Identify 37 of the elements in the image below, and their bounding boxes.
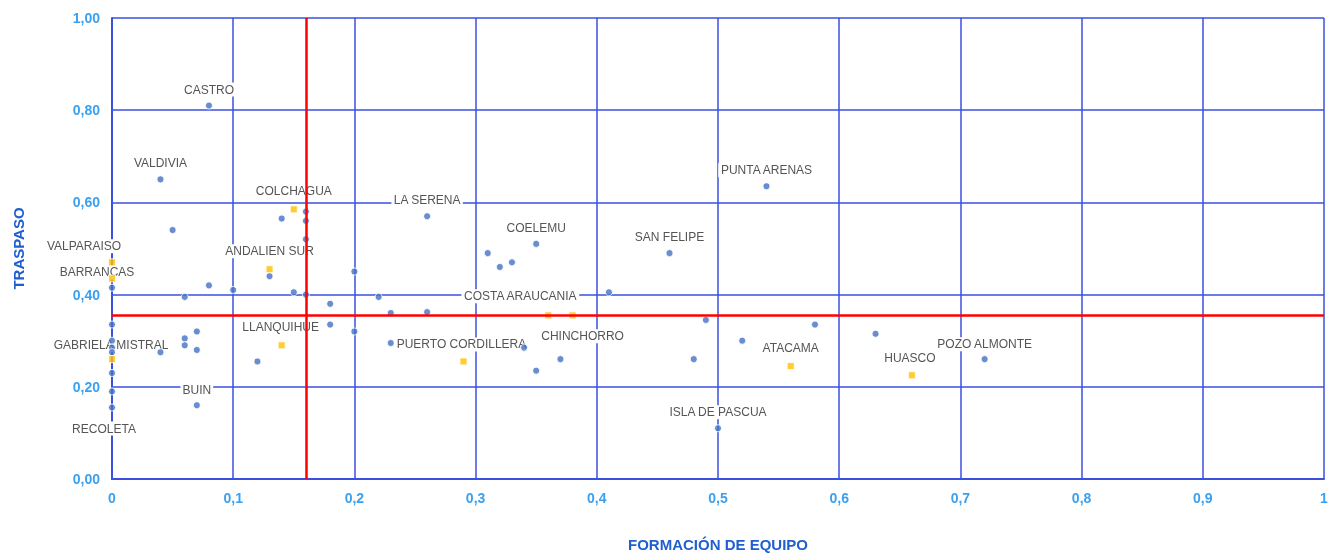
x-tick-label: 0 [108, 490, 117, 506]
x-tick-label: 0,8 [1071, 490, 1092, 506]
annotation: HUASCO [884, 351, 936, 366]
x-tick-label: 0,6 [829, 490, 850, 506]
y-tick-label: 1,00 [72, 10, 101, 26]
x-tick-label: 0,4 [587, 490, 607, 506]
annotation: RECOLETA [72, 421, 136, 436]
annotation: GABRIELA MISTRAL [53, 338, 169, 353]
y-tick-label: 0,60 [72, 194, 101, 211]
x-tick-label: 0,5 [708, 490, 728, 506]
y-tick-label: 0,40 [72, 286, 101, 303]
x-tick-label: 0,7 [950, 490, 971, 506]
y-tick-label: 0,20 [72, 378, 101, 395]
annotation: PUERTO CORDILLERA [396, 337, 527, 352]
y-tick-label: 0,00 [72, 471, 101, 487]
annotation: COELEMU [506, 220, 566, 235]
x-axis-title: FORMACIÓN DE EQUIPO [627, 536, 809, 553]
x-tick-label: 0,1 [223, 490, 244, 506]
annotation: CASTRO [183, 82, 234, 97]
annotation: ATACAMA [762, 341, 819, 356]
x-tick-label: 0,3 [465, 490, 486, 506]
y-axis-title: TRASPASO [10, 207, 27, 290]
x-tick-label: 0,2 [344, 490, 365, 506]
annotation: BARRANCAS [59, 265, 135, 280]
x-tick-label: 0,9 [1193, 490, 1213, 506]
x-tick-label: 1 [1320, 490, 1329, 506]
annotation: POZO ALMONTE [937, 337, 1032, 352]
annotation: ISLA DE PASCUA [669, 405, 767, 420]
annotation: PUNTA ARENAS [720, 163, 813, 178]
annotation: CHINCHORRO [541, 329, 624, 344]
annotation: SAN FELIPE [634, 230, 705, 245]
y-tick-label: 0,80 [72, 102, 101, 119]
annotation: VALDIVIA [133, 156, 188, 171]
annotation: LA SERENA [393, 193, 461, 208]
annotation: VALPARAISO [46, 239, 122, 254]
annotation: COSTA ARAUCANIA [464, 289, 577, 304]
annotation: BUIN [182, 383, 212, 398]
